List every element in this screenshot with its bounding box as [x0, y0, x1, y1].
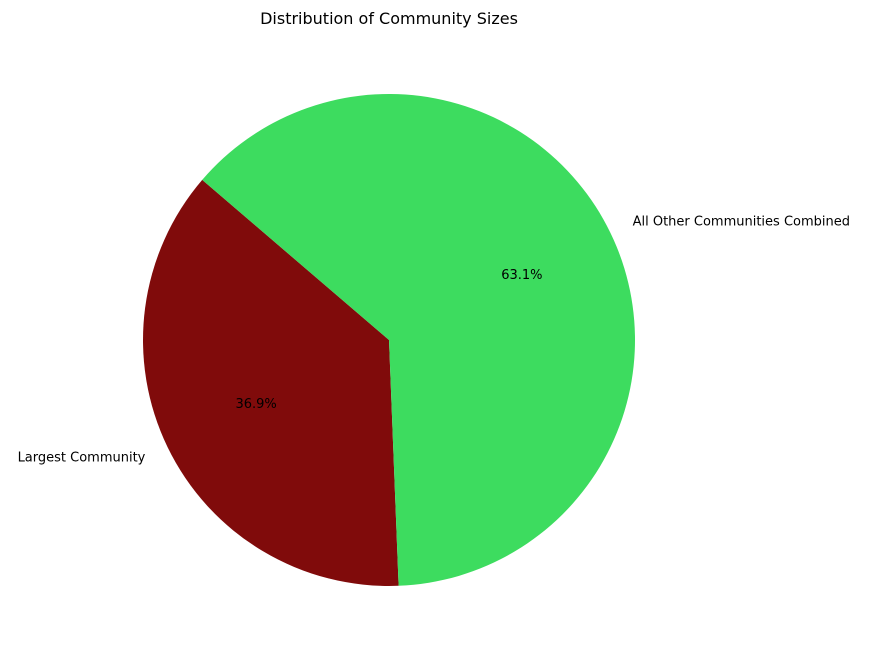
slice-label-2: All Other Communities Combined [633, 215, 850, 230]
slice-label-1: Largest Community [18, 450, 146, 465]
pie-slice-1 [143, 179, 399, 586]
slice-percent-label-1: 36.9% [235, 397, 276, 412]
pie-slice-2 [202, 93, 636, 586]
chart-title: Distribution of Community Sizes [260, 9, 518, 28]
pie-labels: Largest Community 36.9% All Other Communit… [18, 215, 850, 466]
slice-percent-label-2: 63.1% [501, 268, 542, 283]
pie-slices [143, 93, 636, 586]
